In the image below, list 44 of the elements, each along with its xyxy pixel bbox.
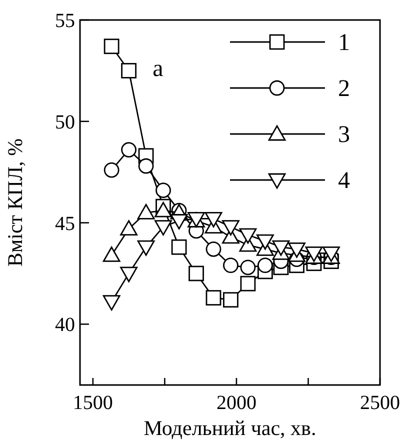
point	[239, 228, 257, 244]
point	[223, 258, 238, 274]
point	[204, 212, 222, 228]
x-tick-label: 2500	[360, 392, 400, 414]
point	[138, 158, 154, 174]
point	[188, 266, 204, 282]
point	[120, 266, 138, 282]
y-tick-label: 40	[55, 314, 75, 336]
point	[272, 240, 290, 256]
point	[170, 214, 188, 230]
point	[156, 182, 171, 198]
y-tick-label: 50	[55, 111, 75, 134]
point	[223, 292, 238, 308]
point	[154, 202, 172, 218]
x-tick-label: 1500	[72, 392, 113, 414]
point	[240, 276, 256, 292]
point	[240, 260, 256, 276]
point	[120, 220, 138, 236]
point	[102, 246, 120, 262]
point	[104, 38, 120, 54]
point	[222, 220, 240, 236]
point	[154, 220, 172, 236]
point	[206, 241, 222, 257]
point	[137, 204, 155, 220]
point	[206, 290, 222, 306]
y-tick-label: 55	[55, 10, 75, 32]
point	[104, 162, 120, 178]
point	[121, 142, 137, 158]
legend-label: 1	[338, 30, 350, 56]
point	[288, 242, 306, 258]
legend-label: 3	[338, 122, 350, 148]
annotation: a	[152, 56, 164, 82]
x-axis-title: Модельний час, хв.	[144, 416, 316, 440]
y-axis-title: Вміст КПЛ, %	[3, 138, 27, 267]
x-tick-label: 2000	[216, 392, 256, 414]
point	[257, 258, 273, 274]
legend-label: 2	[338, 76, 350, 102]
point	[137, 240, 155, 256]
point	[256, 234, 274, 250]
point	[171, 239, 187, 255]
y-tick-label: 45	[55, 212, 75, 235]
legend-label: 4	[338, 168, 350, 194]
point	[121, 62, 137, 78]
point	[102, 295, 120, 311]
